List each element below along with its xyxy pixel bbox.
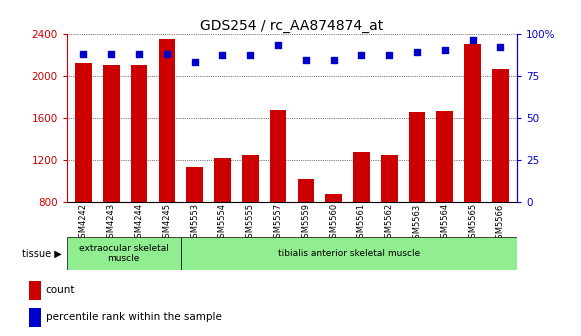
Point bbox=[357, 53, 366, 58]
Text: tibialis anterior skeletal muscle: tibialis anterior skeletal muscle bbox=[278, 249, 420, 258]
Bar bbox=[353, 152, 370, 202]
Point bbox=[440, 48, 450, 53]
Text: tissue ▶: tissue ▶ bbox=[21, 249, 62, 259]
Point bbox=[107, 51, 116, 56]
Text: GSM5565: GSM5565 bbox=[468, 203, 477, 244]
Point bbox=[162, 51, 171, 56]
Text: GSM5555: GSM5555 bbox=[246, 203, 254, 243]
Text: GSM5560: GSM5560 bbox=[329, 203, 338, 244]
Bar bbox=[159, 39, 175, 202]
Text: GSM5563: GSM5563 bbox=[413, 203, 422, 244]
Point bbox=[79, 51, 88, 56]
Bar bbox=[242, 155, 259, 202]
Point bbox=[190, 59, 199, 65]
Point bbox=[496, 44, 505, 50]
Text: GSM4243: GSM4243 bbox=[107, 203, 116, 244]
Point bbox=[218, 53, 227, 58]
Point bbox=[385, 53, 394, 58]
Bar bbox=[29, 281, 41, 300]
Point bbox=[301, 58, 310, 63]
Point bbox=[413, 49, 422, 55]
Text: GSM5559: GSM5559 bbox=[302, 203, 310, 243]
Bar bbox=[75, 63, 92, 202]
Bar bbox=[131, 65, 148, 202]
Text: GSM5561: GSM5561 bbox=[357, 203, 366, 244]
Bar bbox=[464, 44, 481, 202]
Bar bbox=[270, 110, 286, 202]
Text: GSM5564: GSM5564 bbox=[440, 203, 449, 244]
Text: GSM5562: GSM5562 bbox=[385, 203, 394, 244]
Text: GSM4244: GSM4244 bbox=[135, 203, 144, 243]
Text: GSM4245: GSM4245 bbox=[162, 203, 171, 243]
Bar bbox=[492, 69, 509, 202]
Bar bbox=[408, 112, 425, 202]
Point bbox=[134, 51, 144, 56]
Point bbox=[468, 38, 477, 43]
Text: count: count bbox=[46, 285, 76, 295]
Text: GSM5566: GSM5566 bbox=[496, 203, 505, 244]
Point bbox=[274, 43, 283, 48]
Title: GDS254 / rc_AA874874_at: GDS254 / rc_AA874874_at bbox=[200, 18, 383, 33]
Bar bbox=[297, 178, 314, 202]
Bar bbox=[214, 158, 231, 202]
Point bbox=[246, 53, 255, 58]
Text: GSM5554: GSM5554 bbox=[218, 203, 227, 243]
Text: percentile rank within the sample: percentile rank within the sample bbox=[46, 312, 222, 322]
Bar bbox=[436, 111, 453, 202]
Bar bbox=[187, 167, 203, 202]
Bar bbox=[29, 308, 41, 327]
Text: GSM4242: GSM4242 bbox=[79, 203, 88, 243]
Bar bbox=[67, 237, 181, 270]
Text: GSM5557: GSM5557 bbox=[274, 203, 282, 244]
Bar bbox=[103, 65, 120, 202]
Bar bbox=[381, 155, 397, 202]
Bar bbox=[181, 237, 517, 270]
Point bbox=[329, 58, 338, 63]
Bar bbox=[325, 194, 342, 202]
Text: extraocular skeletal
muscle: extraocular skeletal muscle bbox=[79, 244, 168, 263]
Text: GSM5553: GSM5553 bbox=[190, 203, 199, 244]
